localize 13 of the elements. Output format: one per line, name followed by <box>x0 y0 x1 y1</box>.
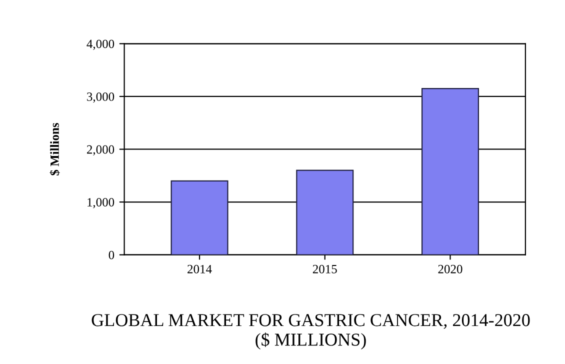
bar <box>170 180 228 255</box>
y-tick-label: 3,000 <box>87 92 114 103</box>
text: GLOBAL MARKET FOR GASTRIC CANCER, 2014-2020 ($ MILLIONS) <box>92 314 530 350</box>
y-tick-label: 1,000 <box>88 198 114 208</box>
y-tick-label: 0 <box>108 250 114 260</box>
y-axis-title: $ Millions <box>50 122 60 176</box>
bar <box>296 170 354 255</box>
y-tick-label: 2,000 <box>87 145 114 156</box>
x-tick-label: 2015 <box>312 264 337 274</box>
x-tick-label: 2014 <box>188 264 212 274</box>
bar <box>421 88 479 255</box>
x-tick-label: 2020 <box>438 264 462 274</box>
y-tick-label: 4,000 <box>86 40 114 50</box>
